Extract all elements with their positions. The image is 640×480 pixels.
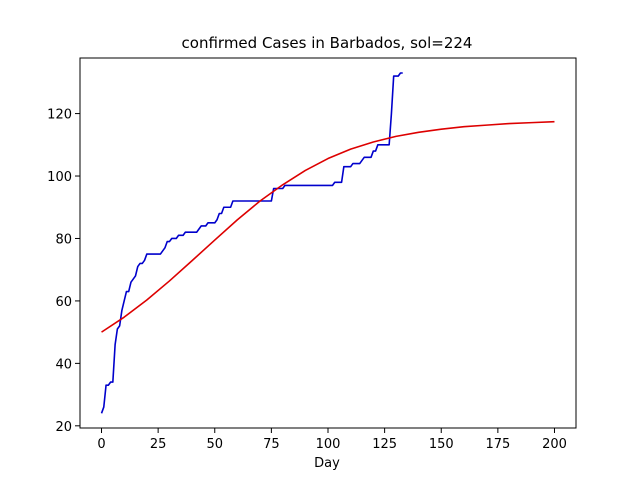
y-axis: 20 40 60 80 100 120: [47, 108, 80, 435]
x-tick-label: 50: [206, 437, 223, 452]
series-layer: [100, 72, 555, 414]
y-tick-label: 20: [55, 420, 72, 435]
y-tick-label: 80: [55, 232, 72, 247]
x-tick-label: 125: [372, 437, 397, 452]
y-tick-label: 120: [47, 108, 72, 123]
fitted-curve-line: [101, 120, 555, 333]
x-tick-label: 0: [97, 437, 105, 452]
x-axis-label: Day: [314, 456, 340, 471]
confirmed-cases-line: [100, 72, 403, 414]
x-tick-label: 200: [542, 437, 567, 452]
x-tick-label: 150: [429, 437, 454, 452]
x-axis: 0 25 50 75 100 125 150 175 200: [97, 428, 567, 452]
plot-frame: [79, 57, 577, 429]
chart-title: confirmed Cases in Barbados, sol=224: [182, 34, 473, 52]
x-tick-label: 25: [150, 437, 167, 452]
x-tick-label: 75: [263, 437, 280, 452]
y-tick-label: 100: [47, 170, 72, 185]
y-tick-label: 60: [55, 295, 72, 310]
y-tick-label: 40: [55, 357, 72, 372]
x-tick-label: 175: [485, 437, 510, 452]
x-tick-label: 100: [316, 437, 341, 452]
